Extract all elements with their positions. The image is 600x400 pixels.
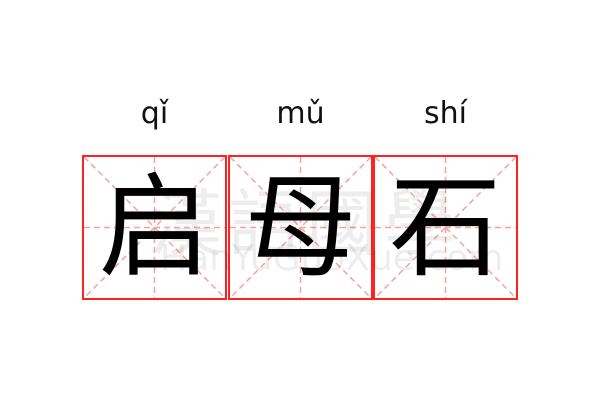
guide-lines [84,157,225,298]
hanzi-0: 启 [98,162,211,293]
guide-lines [230,157,371,298]
character-cell-1: 母 [228,155,373,300]
character-cell-0: 启 [82,155,227,300]
pinyin-2: shí [424,96,467,131]
character-cell-2: 石 [373,155,518,300]
guide-lines [375,157,516,298]
hanzi-2: 石 [389,162,502,293]
hanzi-1: 母 [244,162,357,293]
pinyin-1: mǔ [276,96,325,131]
pinyin-0: qǐ [140,96,169,131]
